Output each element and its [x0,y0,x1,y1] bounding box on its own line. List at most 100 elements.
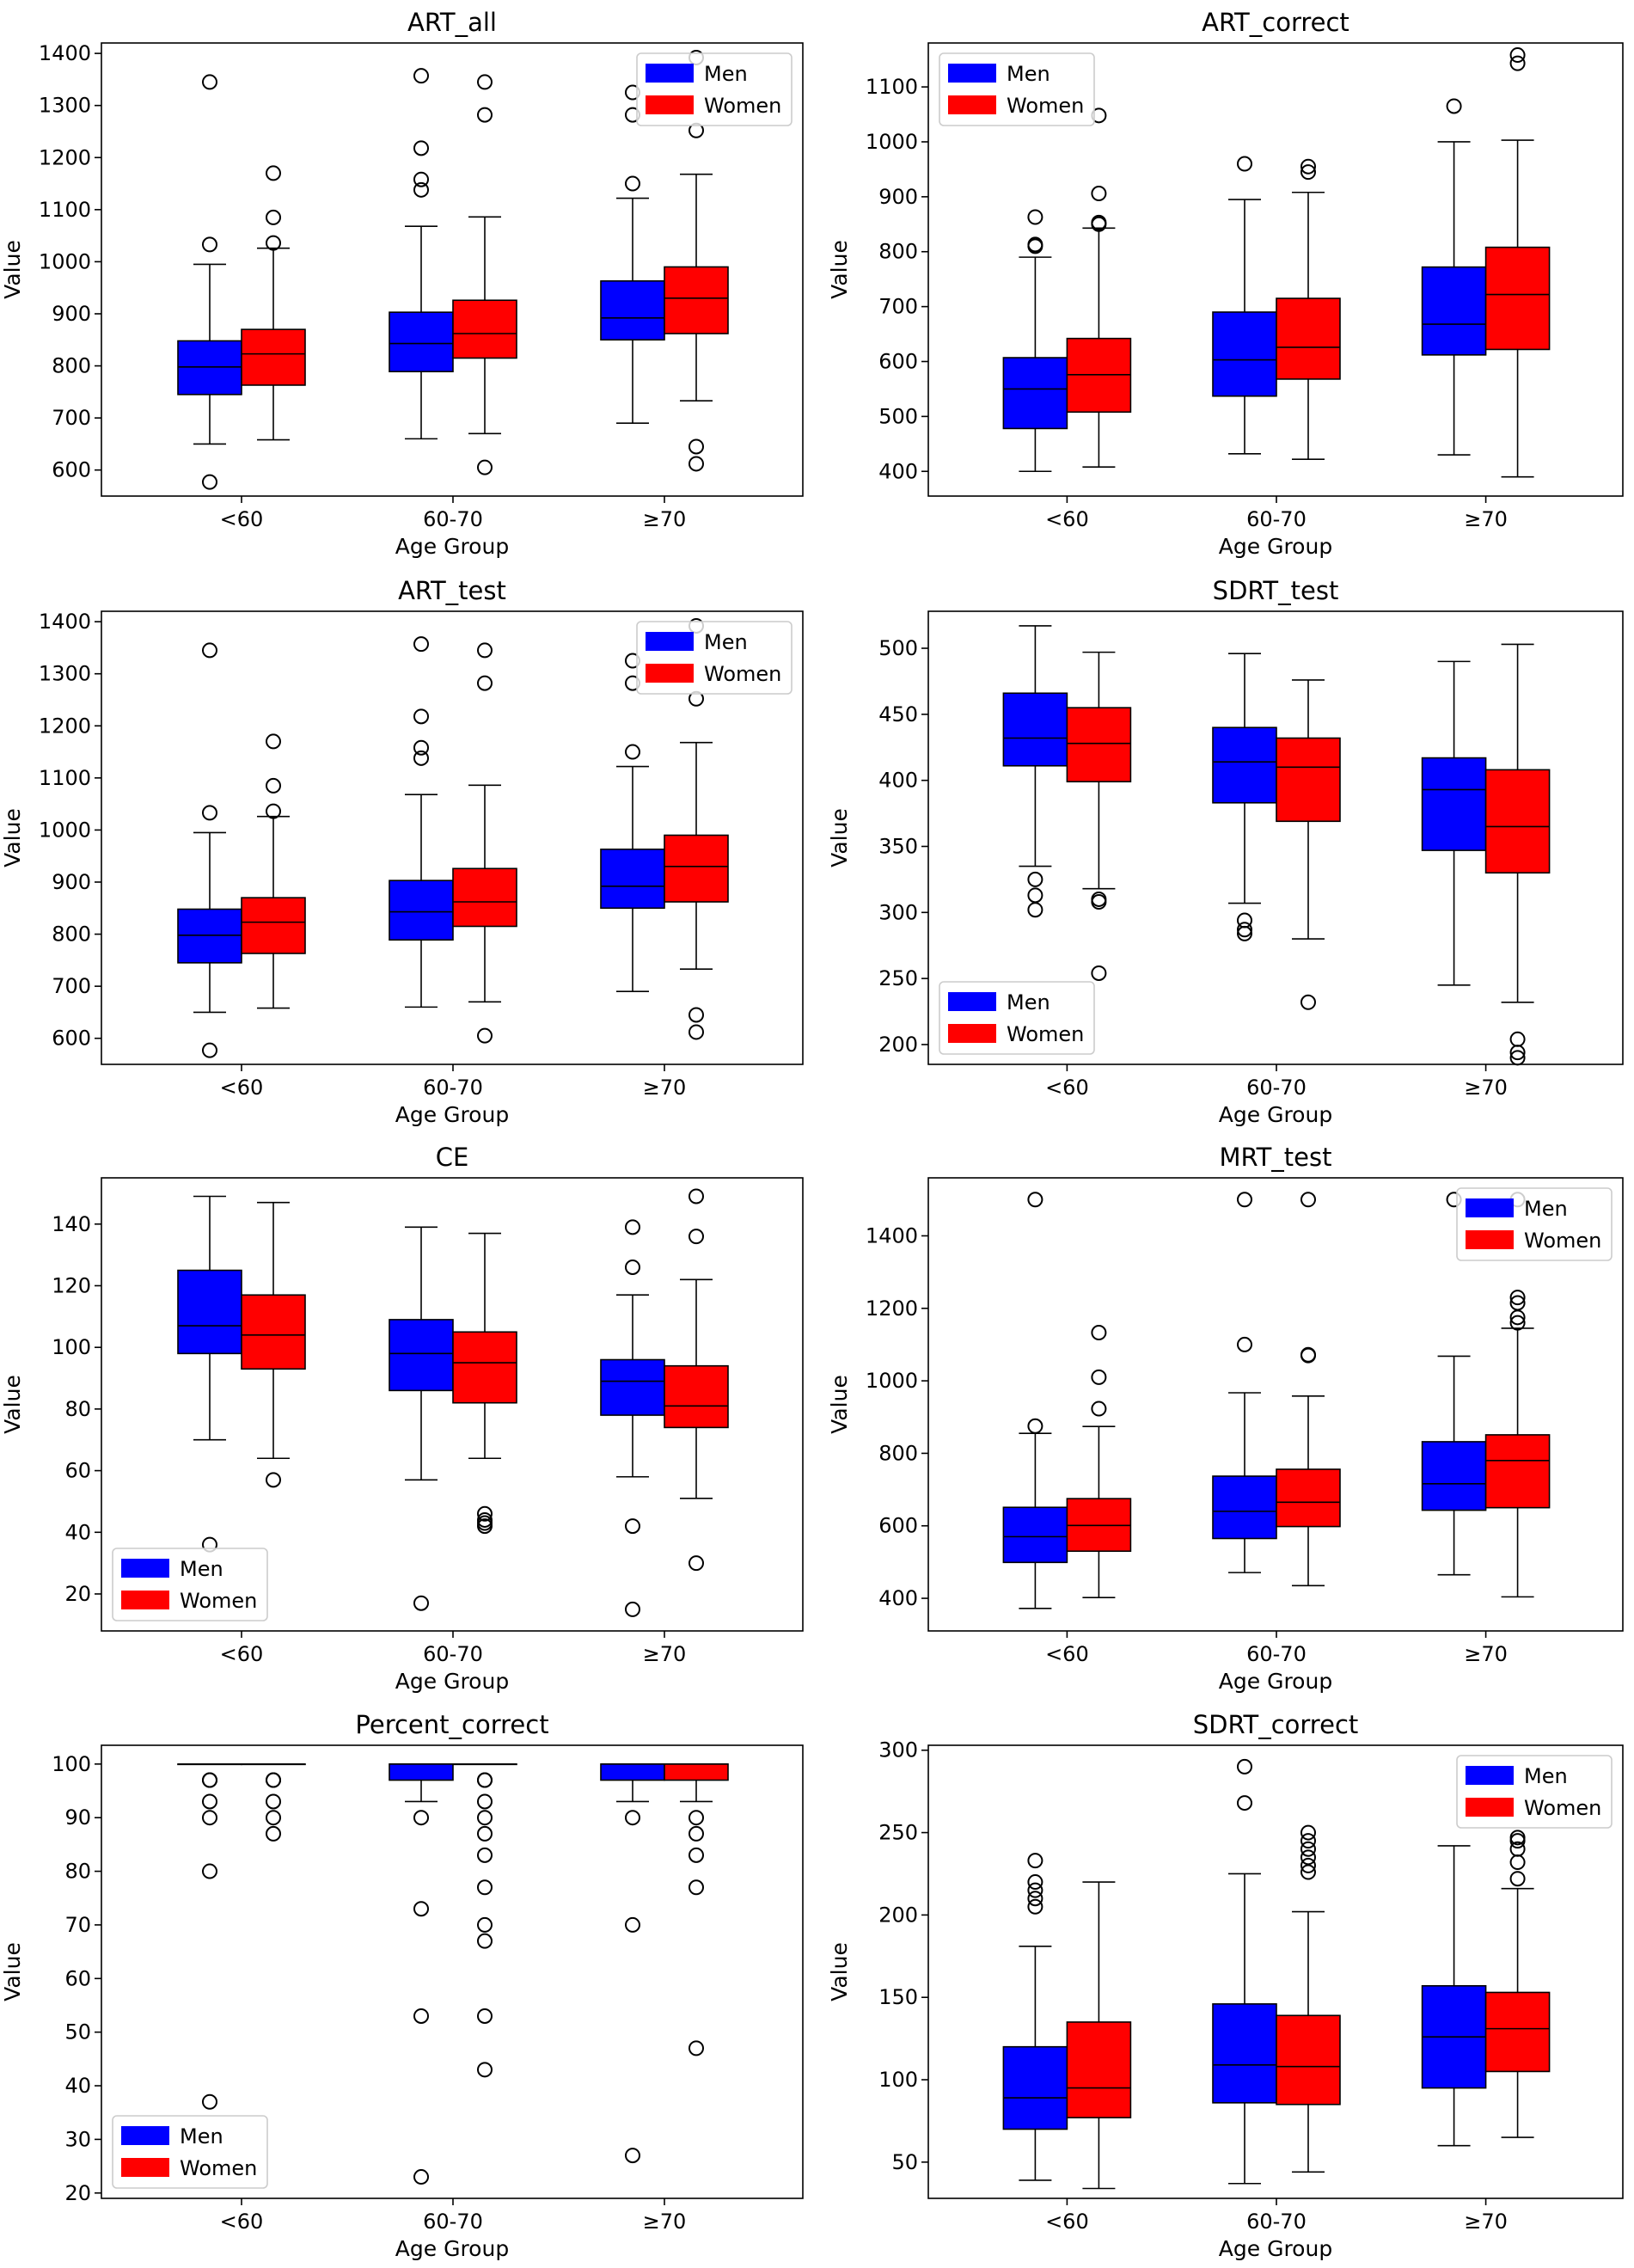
men-box-2 [1421,1845,1487,2147]
legend: Men Women [939,981,1095,1055]
iqr-box [1276,297,1341,380]
outlier-point [688,1229,704,1245]
outlier-point [477,675,493,691]
outlier-point [625,1219,640,1235]
outlier-point [1091,214,1107,230]
legend-swatch-women [121,1591,169,1609]
y-tick-label: 70 [64,1913,91,1937]
y-tick-label: 100 [52,1335,91,1359]
panel-sdrt-test: SDRT_test 200 250 300 350 400 450 500 <60 60-70 ≥7… [827,576,1624,1127]
men-box-2 [1421,1192,1487,1576]
outlier-point [477,642,493,659]
iqr-box [389,311,454,373]
chart-title: ART_correct [1202,8,1349,37]
outlier-point [202,1772,217,1788]
x-tick-label: ≥70 [643,1076,687,1100]
outlier-point [413,1901,429,1917]
y-tick-label: 400 [878,1586,918,1610]
y-tick-label: 1000 [39,818,91,842]
axes-frame [927,1177,1624,1632]
x-tick-label: <60 [1045,507,1089,531]
legend-label-women: Women [180,1589,257,1613]
outlier-point [477,1511,493,1528]
y-axis-label: Value [0,240,25,299]
outlier-point [1509,47,1526,64]
x-axis-label: Age Group [395,534,509,559]
men-box-1 [1212,1192,1277,1573]
iqr-box [1002,1506,1068,1564]
women-box-1 [1276,1824,1341,2173]
outlier-point [1027,1192,1043,1208]
women-box-0 [241,165,306,441]
legend: Men Women [112,1548,268,1621]
women-box-0 [1066,1325,1132,1599]
x-axis-label: Age Group [395,2236,509,2261]
men-box-2 [1421,660,1487,986]
y-tick-label: 1100 [866,75,918,99]
iqr-box [1484,246,1551,351]
outlier-point [477,1916,493,1933]
iqr-box [664,834,729,903]
legend-swatch-women [646,664,694,683]
outlier-point [413,750,429,766]
y-tick-label: 50 [891,2150,918,2174]
outlier-point [202,1863,217,1879]
outlier-point [413,1810,429,1826]
legend-swatch-women [1466,1798,1514,1817]
outlier-point [477,1847,493,1863]
men-box-0 [177,74,242,490]
outlier-point [625,1810,640,1826]
iqr-box [664,1763,729,1781]
x-tick-label: 60-70 [423,507,483,531]
legend-swatch-men [121,1559,169,1578]
outlier-point [477,2062,493,2078]
axes-frame [101,1177,804,1632]
women-box-1 [452,1763,517,2078]
y-tick-label: 400 [878,769,918,793]
x-tick-label: <60 [1045,1642,1089,1666]
men-box-0 [1002,1853,1068,2181]
outlier-point [202,1042,217,1058]
x-tick-label: 60-70 [1246,2210,1307,2234]
outlier-point [266,165,281,181]
outlier-point [1091,891,1107,907]
iqr-box [1276,737,1341,823]
y-tick-label: 20 [64,1582,91,1606]
outlier-point [202,74,217,90]
legend: Men Women [1456,1755,1613,1829]
y-tick-label: 600 [878,349,918,373]
outlier-point [477,1879,493,1896]
y-tick-label: 100 [52,1752,91,1776]
y-axis-label: Value [827,1375,852,1434]
women-box-1 [1276,158,1341,461]
y-axis-label: Value [827,240,852,299]
outlier-point [202,2093,217,2110]
outlier-point [1027,1882,1043,1898]
legend-label-women: Women [1007,94,1084,118]
x-tick-label: ≥70 [643,2210,687,2234]
y-tick-label: 450 [878,702,918,726]
y-tick-label: 900 [52,870,91,894]
iqr-box [177,340,242,395]
y-tick-label: 40 [64,1520,91,1544]
legend: Men Women [112,2115,268,2189]
outlier-point [625,2148,640,2164]
women-box-0 [241,1763,306,1842]
outlier-point [688,438,704,455]
outlier-point [1300,1857,1316,1873]
y-tick-label: 200 [878,1903,918,1927]
outlier-point [688,2040,704,2057]
y-axis-label: Value [0,1942,25,2001]
x-axis-label: Age Group [395,1669,509,1694]
outlier-point [625,1916,640,1933]
outlier-point [1509,1833,1526,1849]
women-box-1 [452,1232,517,1535]
y-tick-label: 200 [878,1033,918,1057]
women-box-0 [1066,107,1132,468]
x-axis-label: Age Group [1219,534,1332,559]
outlier-point [1091,186,1107,202]
women-box-1 [1276,679,1341,1010]
outlier-point [1027,1418,1043,1434]
y-tick-label: 1200 [39,145,91,169]
